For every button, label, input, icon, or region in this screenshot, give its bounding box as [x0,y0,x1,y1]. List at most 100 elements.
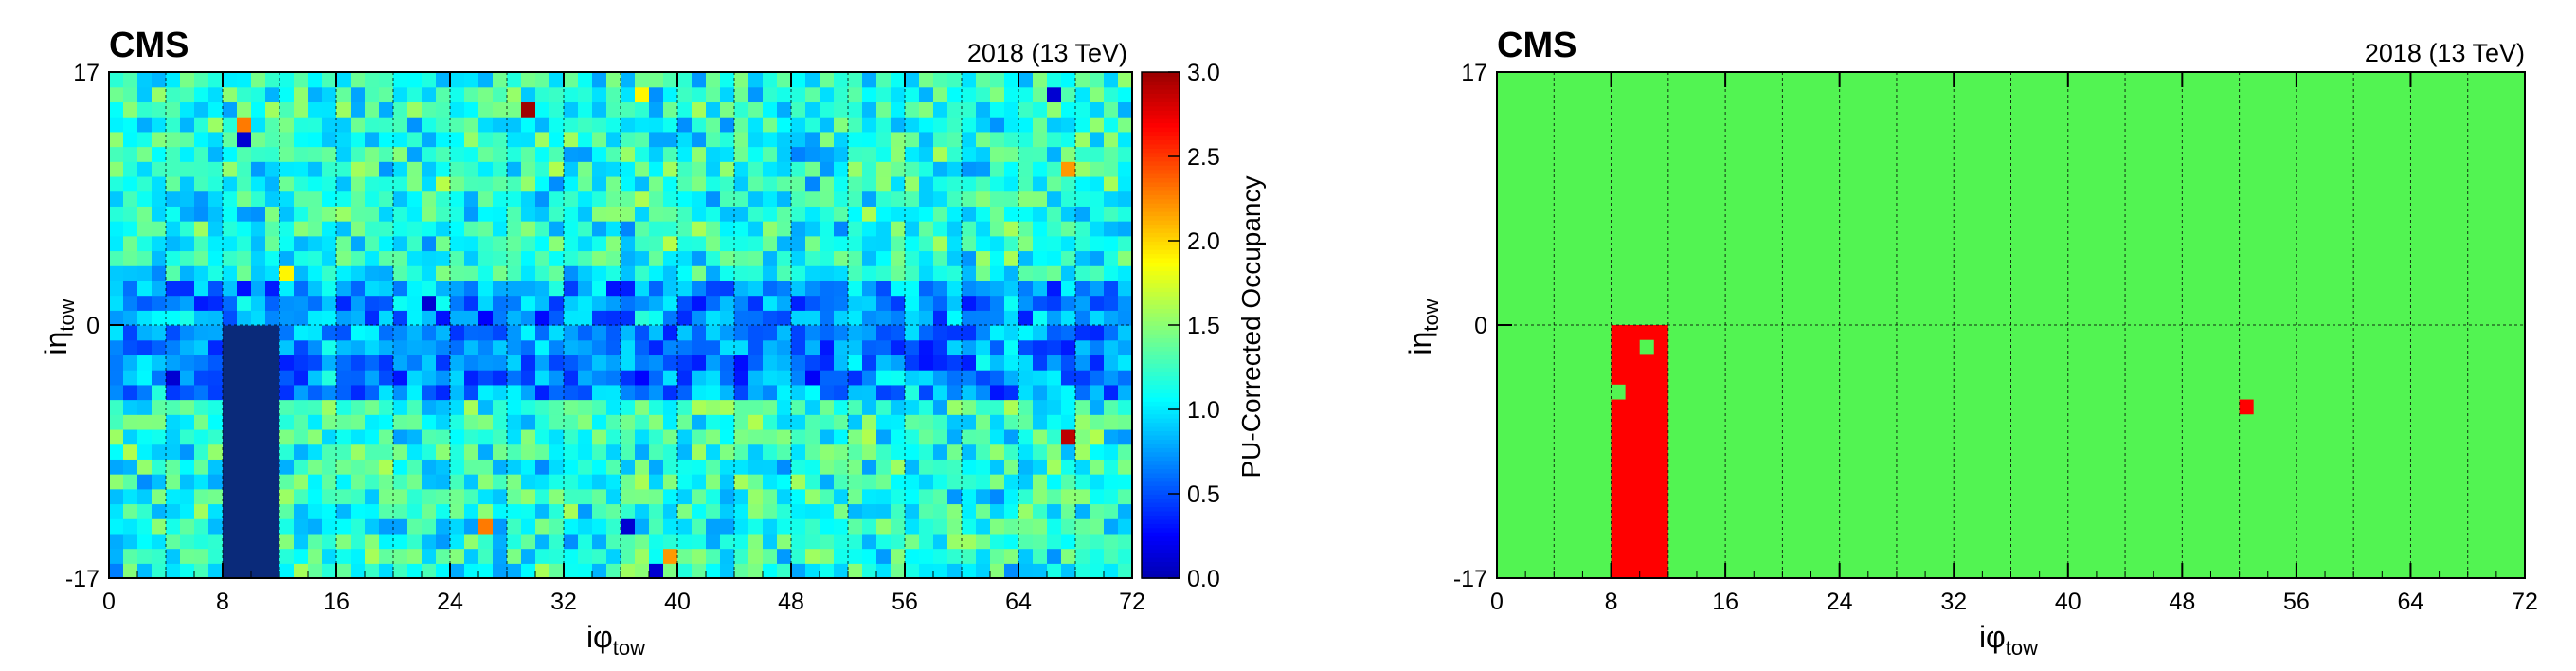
heatmap-cell [407,399,423,415]
heatmap-cell [649,354,664,371]
heatmap-cell [933,295,948,311]
heatmap-cell [990,190,1005,207]
heatmap-cell [862,250,877,266]
heatmap-cell [223,72,238,88]
x-tick-label: 40 [664,589,691,615]
heatmap-cell [521,414,536,430]
colorbar-tick-label: 1.0 [1187,397,1220,424]
heatmap-cell [464,339,479,356]
heatmap-cell [692,474,707,490]
heatmap-cell [279,503,295,519]
heatmap-cell [976,488,991,505]
heatmap-cell [237,280,252,297]
heatmap-cell [677,325,693,341]
heatmap-cell [535,206,550,222]
heatmap-cell [734,265,749,281]
heatmap-cell [393,250,408,266]
heatmap-cell [194,339,209,356]
heatmap-cell [848,72,863,88]
heatmap-cell [1047,295,1062,311]
heatmap-cell [919,354,934,371]
heatmap-cell [1090,221,1105,237]
heatmap-cell [493,190,508,207]
heatmap-cell [791,265,806,281]
heatmap-cell [322,548,337,564]
heatmap-cell [1118,399,1133,415]
heatmap-cell [1118,370,1133,386]
heatmap-cell [450,235,465,252]
heatmap-cell [1033,474,1048,490]
heatmap-cell [407,161,423,177]
heatmap-cell [621,206,636,222]
heatmap-cell [407,146,423,162]
right-y-axis-label: iηtow [1403,299,1443,354]
heatmap-cell [422,72,437,88]
heatmap-cell [990,250,1005,266]
heatmap-cell [1075,250,1090,266]
heatmap-cell [592,399,607,415]
heatmap-cell [720,503,735,519]
heatmap-cell [109,265,124,281]
heatmap-cell [507,310,522,326]
heatmap-cell [379,518,394,535]
heatmap-cell [265,503,280,519]
heatmap-cell [507,488,522,505]
heatmap-cell [123,131,138,148]
heatmap-cell [109,488,124,505]
heatmap-cell [1033,175,1048,192]
heatmap-cell [450,265,465,281]
heatmap-cell [137,325,153,341]
heatmap-cell [692,503,707,519]
heatmap-cell [876,72,892,88]
heatmap-cell [251,221,266,237]
heatmap-cell [493,474,508,490]
heatmap-cell [535,131,550,148]
heatmap-cell [933,503,948,519]
heatmap-cell [862,399,877,415]
heatmap-cell [478,488,494,505]
heatmap-cell [1104,339,1119,356]
heatmap-cell [336,428,351,445]
heatmap-cell [450,175,465,192]
heatmap-cell [336,280,351,297]
heatmap-cell [237,459,252,475]
heatmap-cell [194,384,209,401]
heatmap-cell [1033,250,1048,266]
heatmap-cell [777,310,792,326]
heatmap-cell [876,221,892,237]
heatmap-cell [734,280,749,297]
heatmap-cell [805,354,820,371]
heatmap-cell [478,533,494,550]
heatmap-cell [962,399,977,415]
heatmap-cell [820,533,835,550]
heatmap-cell [677,384,693,401]
heatmap-cell [336,488,351,505]
colorbar-segment [1142,219,1180,225]
heatmap-cell [194,117,209,133]
heatmap-cell [450,428,465,445]
heatmap-cell [1075,488,1090,505]
heatmap-cell [123,474,138,490]
heatmap-cell [1075,101,1090,118]
heatmap-cell [1090,503,1105,519]
heatmap-cell [194,310,209,326]
heatmap-cell [1075,131,1090,148]
heatmap-cell [308,146,323,162]
heatmap-cell [1033,370,1048,386]
heatmap-cell [166,325,181,341]
heatmap-cell [592,161,607,177]
heatmap-cell [351,444,366,460]
heatmap-cell [1018,310,1034,326]
heatmap-cell [592,310,607,326]
left-y-ticks: 170-17 [65,60,124,592]
heatmap-cell [692,488,707,505]
heatmap-cell [549,86,565,103]
heatmap-cell [109,533,124,550]
heatmap-cell [507,474,522,490]
heatmap-cell [208,72,224,88]
colorbar-segment [1142,299,1180,305]
heatmap-cell [834,265,849,281]
heatmap-cell [564,533,579,550]
heatmap-cell [976,474,991,490]
colorbar-segment [1142,532,1180,537]
